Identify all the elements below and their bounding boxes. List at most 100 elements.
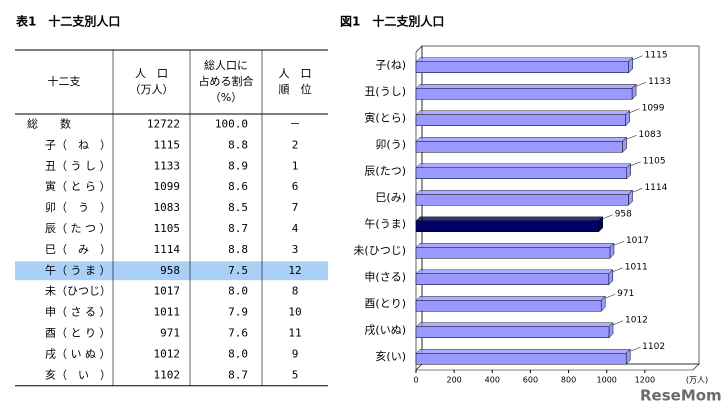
- x-tick-label: 1000: [597, 376, 617, 385]
- number-cell: 1099: [154, 180, 181, 193]
- plot-floor: [415, 363, 700, 371]
- value-label: 1115: [645, 50, 668, 60]
- bar-top: [415, 137, 628, 142]
- number-cell: 7.9: [228, 306, 248, 319]
- rank-cell: －: [290, 117, 301, 130]
- leader-line: [632, 55, 643, 60]
- value-label: 1011: [625, 262, 648, 272]
- bar: [415, 273, 610, 285]
- y-tick-label: 辰(たつ): [364, 164, 406, 177]
- rank-cell: 8: [292, 285, 299, 298]
- row-label: 丑（ う し ）: [45, 159, 111, 172]
- x-tick-label: 400: [485, 376, 500, 385]
- rank-cell: 6: [292, 180, 299, 193]
- highlight-row: [15, 261, 328, 281]
- rank-cell: 10: [288, 306, 301, 319]
- row-label: 未（ひつじ）: [45, 285, 111, 298]
- header-cell: 順 位: [279, 82, 312, 96]
- leader-line: [626, 135, 637, 140]
- row-label: 巳（ み ）: [45, 243, 111, 256]
- row-label: 寅（ と ら ）: [45, 179, 111, 193]
- value-label: 1105: [643, 156, 666, 166]
- y-tick-label: 酉(とり): [364, 297, 406, 310]
- bar-top: [415, 216, 604, 221]
- number-cell: 1114: [154, 243, 181, 256]
- row-label: 亥（ い ）: [45, 367, 111, 381]
- y-tick-label: 巳(み): [375, 191, 406, 204]
- row-label: 総 数: [27, 116, 71, 130]
- rank-cell: 3: [292, 243, 299, 256]
- y-tick-label: 午(うま): [364, 217, 406, 230]
- number-cell: 1133: [154, 159, 181, 172]
- leader-line: [612, 267, 623, 272]
- leader-line: [629, 108, 640, 113]
- bar-top: [415, 84, 637, 89]
- row-label: 子（ ね ）: [45, 138, 111, 151]
- bar-top: [415, 243, 615, 248]
- leader-line: [602, 214, 613, 219]
- number-cell: 8.8: [228, 138, 248, 151]
- x-tick-label: 800: [561, 376, 576, 385]
- number-cell: 8.5: [228, 201, 248, 214]
- bar: [415, 141, 623, 153]
- value-label: 1133: [648, 77, 671, 87]
- y-tick-label: 子(ね): [375, 58, 406, 71]
- header-cell: 十二支: [48, 74, 81, 88]
- y-tick-label: 寅(とら): [364, 110, 406, 124]
- leader-line: [630, 347, 641, 352]
- rank-cell: 5: [292, 368, 299, 381]
- value-label: 958: [615, 209, 632, 219]
- bar: [415, 220, 599, 232]
- rank-cell: 11: [288, 326, 301, 339]
- x-tick-label: 600: [523, 376, 538, 385]
- number-cell: 1017: [154, 285, 181, 298]
- value-label: 1114: [644, 183, 667, 193]
- bar: [415, 61, 629, 73]
- number-cell: 8.8: [228, 243, 248, 256]
- row-label: 卯（ う ）: [45, 201, 111, 214]
- bar: [415, 247, 611, 259]
- bar: [415, 353, 627, 365]
- row-label: 酉（ と り ）: [45, 326, 111, 339]
- rank-cell: 9: [292, 347, 299, 360]
- bar: [415, 167, 627, 179]
- bar-top: [415, 269, 614, 274]
- row-label: 午（ う ま ）: [45, 264, 111, 277]
- number-cell: 1105: [154, 222, 181, 235]
- rank-cell: 2: [292, 138, 299, 151]
- number-cell: 971: [160, 326, 180, 339]
- row-label: 申（ さ る ）: [45, 306, 111, 319]
- number-cell: 8.7: [228, 368, 248, 381]
- leader-line: [632, 188, 643, 193]
- x-axis-label: (万人): [686, 376, 708, 385]
- number-cell: 8.0: [228, 347, 248, 360]
- watermark: ReseMom: [640, 387, 722, 405]
- leader-line: [630, 161, 641, 166]
- number-cell: 1102: [154, 368, 181, 381]
- bar-top: [415, 163, 632, 168]
- leader-line: [613, 241, 625, 246]
- value-label: 1099: [642, 103, 665, 113]
- bar-top: [415, 190, 634, 195]
- x-tick-label: 1200: [635, 376, 655, 385]
- bar-top: [415, 110, 631, 115]
- y-tick-label: 丑(うし): [364, 85, 406, 98]
- value-label: 1102: [642, 342, 665, 352]
- value-label: 1083: [639, 130, 662, 140]
- header-cell: 占める割合: [199, 74, 254, 88]
- y-tick-label: 卯(う): [375, 138, 406, 151]
- number-cell: 100.0: [215, 117, 248, 130]
- bar: [415, 88, 633, 100]
- leader-line: [605, 294, 616, 299]
- number-cell: 958: [160, 264, 180, 277]
- bar-top: [415, 349, 631, 354]
- header-cell: 人 口: [135, 67, 168, 80]
- header-cell: （%）: [210, 91, 242, 104]
- number-cell: 12722: [147, 117, 180, 130]
- header-cell: （万人）: [130, 83, 174, 96]
- chart-title: 図1 十二支別人口: [340, 14, 444, 29]
- header-cell: 人 口: [279, 67, 312, 80]
- rank-cell: 1: [292, 159, 299, 172]
- number-cell: 7.6: [228, 326, 248, 339]
